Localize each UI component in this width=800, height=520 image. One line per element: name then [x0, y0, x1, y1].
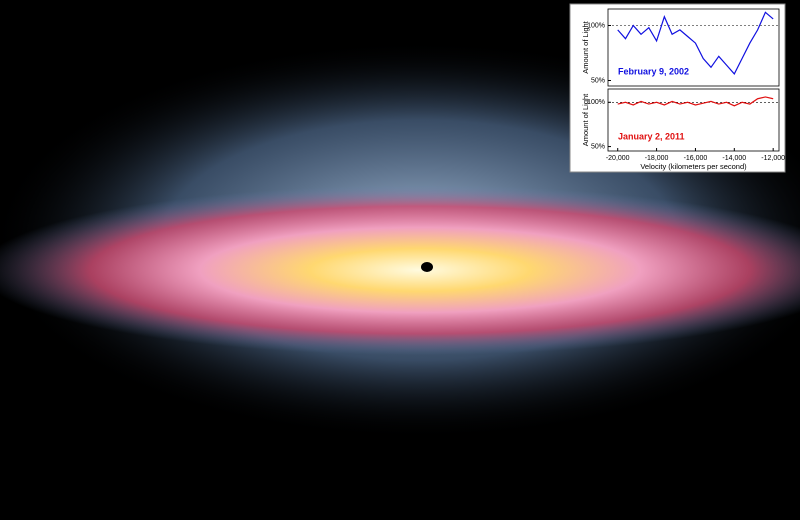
black-hole [421, 262, 433, 272]
x-tick-label: -20,000 [606, 155, 630, 162]
y-axis-label: Amount of Light [581, 20, 590, 73]
x-tick-label: -14,000 [722, 155, 746, 162]
x-axis-label: Velocity (kilometers per second) [640, 162, 747, 171]
accretion-disk [0, 185, 800, 355]
x-tick-label: -12,000 [761, 155, 785, 162]
y-tick-label: 100% [587, 22, 605, 29]
plot-frame [607, 8, 780, 87]
y-axis-label: Amount of Light [581, 93, 590, 146]
y-tick-label: 50% [591, 143, 605, 150]
series-line [617, 11, 774, 75]
x-tick-label: -18,000 [645, 155, 669, 162]
inset-panel [569, 3, 786, 173]
y-tick-label: 50% [591, 77, 605, 84]
legend-label: January 2, 2011 [618, 131, 685, 141]
x-tick-label: -16,000 [684, 155, 708, 162]
series-line [617, 96, 774, 107]
legend-label: February 9, 2002 [618, 66, 689, 76]
y-tick-label: 100% [587, 99, 605, 106]
plot-frame [607, 88, 780, 152]
